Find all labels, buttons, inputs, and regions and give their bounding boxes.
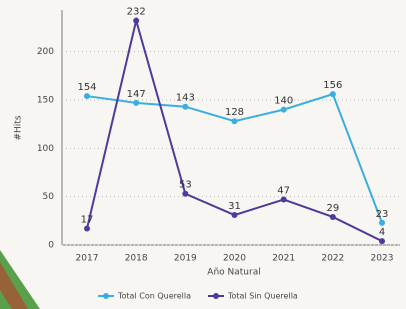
data-label: 17: [81, 215, 94, 226]
y-tick-label: 50: [43, 192, 55, 202]
data-label: 128: [225, 107, 244, 118]
legend-swatch: [103, 293, 109, 299]
x-tick-label: 2018: [125, 254, 148, 264]
data-point: [84, 226, 90, 232]
page: #Hits Año Natural 0 50 100 150 200 2017 2018 20…: [0, 0, 406, 309]
x-tick-label: 2023: [371, 254, 394, 264]
legend-label: Total Sin Querella: [227, 292, 298, 301]
data-point: [182, 104, 188, 110]
y-tick-label: 0: [48, 241, 54, 251]
data-label: 232: [127, 7, 146, 18]
legend-swatch: [213, 293, 219, 299]
y-tick-label: 200: [37, 47, 54, 57]
y-tick-label: 150: [37, 95, 54, 105]
x-tick-label: 2022: [321, 254, 344, 264]
data-label: 156: [323, 80, 342, 91]
x-tick-label: 2017: [76, 254, 99, 264]
data-point: [379, 238, 385, 244]
x-tick-label: 2020: [223, 254, 246, 264]
legend-label: Total Con Querella: [117, 292, 191, 301]
data-point: [133, 18, 139, 24]
data-label: 29: [326, 203, 339, 214]
data-point: [281, 107, 287, 113]
x-tick-label: 2021: [272, 254, 295, 264]
data-point: [330, 91, 336, 97]
data-label: 23: [376, 209, 389, 220]
y-axis-label: #Hits: [14, 115, 24, 140]
data-label: 154: [77, 82, 96, 93]
data-point: [232, 118, 238, 124]
data-point: [84, 93, 90, 99]
x-tick-label: 2019: [174, 254, 197, 264]
data-label: 4: [379, 227, 385, 238]
data-point: [330, 214, 336, 220]
data-point: [182, 191, 188, 197]
x-axis-label: Año Natural: [207, 268, 260, 278]
data-label: 147: [127, 89, 146, 100]
data-label: 140: [274, 96, 293, 107]
data-label: 47: [277, 186, 290, 197]
data-label: 31: [228, 201, 241, 212]
data-point: [133, 100, 139, 106]
data-point: [281, 197, 287, 203]
data-label: 143: [176, 93, 195, 104]
y-tick-label: 100: [37, 144, 54, 154]
data-point: [232, 212, 238, 218]
data-label: 53: [179, 180, 192, 191]
data-point: [379, 220, 385, 226]
chart: #Hits Año Natural 0 50 100 150 200 2017 2018 20…: [0, 0, 406, 309]
